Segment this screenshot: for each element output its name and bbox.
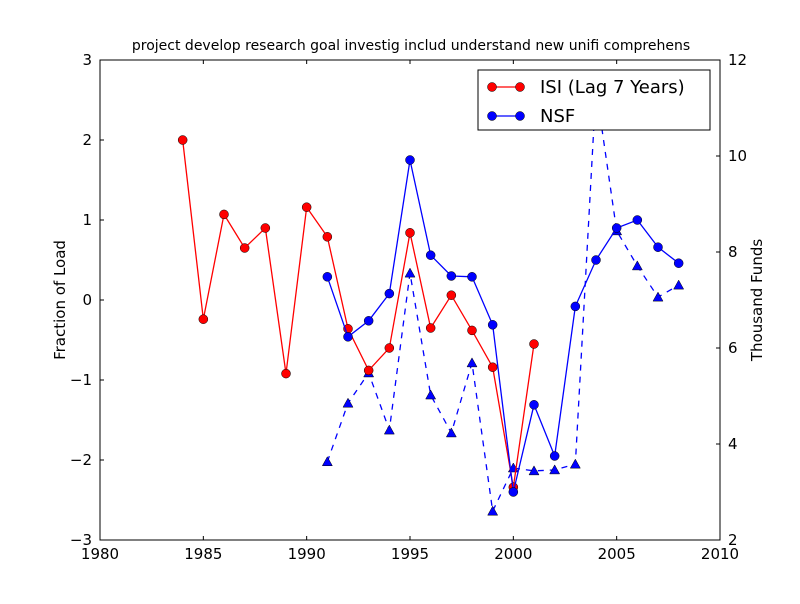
data-point-isi-lag-7-years [425,323,436,333]
series-nsf-funds [321,82,685,516]
data-point-nsf [425,250,436,260]
y-axis-label: Fraction of Load [51,240,69,360]
data-point-nsf [322,272,333,282]
legend-marker [487,111,497,121]
data-point-nsf [384,288,395,299]
data-point-nsf [529,400,539,410]
series-nsf [322,155,684,497]
data-point-nsf [673,258,684,268]
legend-label: NSF [540,106,575,127]
data-point-nsf [611,223,622,233]
legend-marker [515,111,525,121]
x-tick-label: 1980 [81,545,119,563]
y-tick-label: 3 [82,51,92,69]
y-tick-label: 0 [82,291,92,309]
data-point-nsf [467,272,477,282]
x-tick-label: 2000 [494,545,532,563]
y2-tick-label: 6 [728,339,738,357]
y-tick-label: −3 [70,531,92,549]
data-point-nsf [446,271,457,281]
data-point-nsf [591,255,601,265]
data-point-nsf [653,242,663,252]
data-point-isi-lag-7-years [239,243,250,253]
legend-label: ISI (Lag 7 Years) [540,77,685,98]
data-point-isi-lag-7-years [529,339,539,349]
data-point-isi-lag-7-years [301,202,312,212]
x-tick-label: 1990 [288,545,326,563]
data-point-nsf [343,332,353,342]
data-point-nsf-funds [569,458,581,469]
series-line-nsf-funds [326,87,679,514]
data-point-nsf-funds [652,291,664,302]
data-point-isi-lag-7-years [467,325,477,336]
x-tick-label: 2005 [598,545,636,563]
data-point-isi-lag-7-years [384,343,395,353]
data-point-isi-lag-7-years [322,232,333,242]
data-point-nsf [570,301,581,312]
y-tick-label: −1 [70,371,92,389]
data-point-isi-lag-7-years [405,228,415,238]
y2-tick-label: 12 [728,51,747,69]
data-point-isi-lag-7-years [219,209,229,220]
data-point-nsf [508,487,519,497]
data-point-nsf [549,451,560,461]
y-tick-label: 2 [82,131,92,149]
plot-area [177,82,685,516]
data-point-nsf-funds [549,464,561,475]
data-point-isi-lag-7-years [446,290,457,300]
data-point-nsf-funds [383,424,395,435]
axes-frame [99,59,721,541]
y-tick-label: −2 [70,451,92,469]
data-point-nsf-funds [342,397,354,408]
chart-title: project develop research goal investig i… [132,38,690,54]
y2-axis-label: Thousand Funds [748,239,766,362]
data-point-isi-lag-7-years [177,135,188,145]
data-point-nsf-funds [673,279,685,290]
data-point-nsf-funds [487,505,499,516]
legend-item: ISI (Lag 7 Years) [487,77,685,98]
data-point-nsf-funds [404,267,416,278]
data-point-nsf-funds [631,260,643,271]
data-point-nsf-funds [425,389,437,400]
x-tick-label: 1995 [391,545,429,563]
legend-item: NSF [487,106,575,127]
data-point-nsf [405,155,415,165]
legend-marker [487,82,497,92]
y2-tick-label: 4 [728,435,738,453]
data-point-nsf-funds [321,456,333,467]
data-point-isi-lag-7-years [260,223,271,233]
legend-box [477,69,711,131]
data-point-nsf-funds [445,427,457,438]
axis-ticks: 1980 1985 1990 1995 2000 2005 20103210−1−2−312… [70,51,747,563]
data-point-nsf-funds [528,465,540,476]
y2-tick-label: 10 [728,147,747,165]
data-point-isi-lag-7-years [281,368,291,379]
x-tick-label: 2010 [701,545,739,563]
data-point-nsf [632,215,643,225]
legend: ISI (Lag 7 Years) NSF [477,69,711,131]
data-point-isi-lag-7-years [487,362,498,372]
x-tick-label: 1985 [184,545,222,563]
data-point-nsf [487,320,498,330]
series-line-isi-lag-7-years [182,139,535,488]
y2-tick-label: 8 [728,243,738,261]
legend-marker [515,82,525,92]
data-point-isi-lag-7-years [363,365,374,376]
data-point-nsf-funds [466,357,478,368]
data-point-isi-lag-7-years [198,314,209,324]
y2-tick-label: 2 [728,531,738,549]
y-tick-label: 1 [82,211,92,229]
data-point-nsf [363,316,374,326]
